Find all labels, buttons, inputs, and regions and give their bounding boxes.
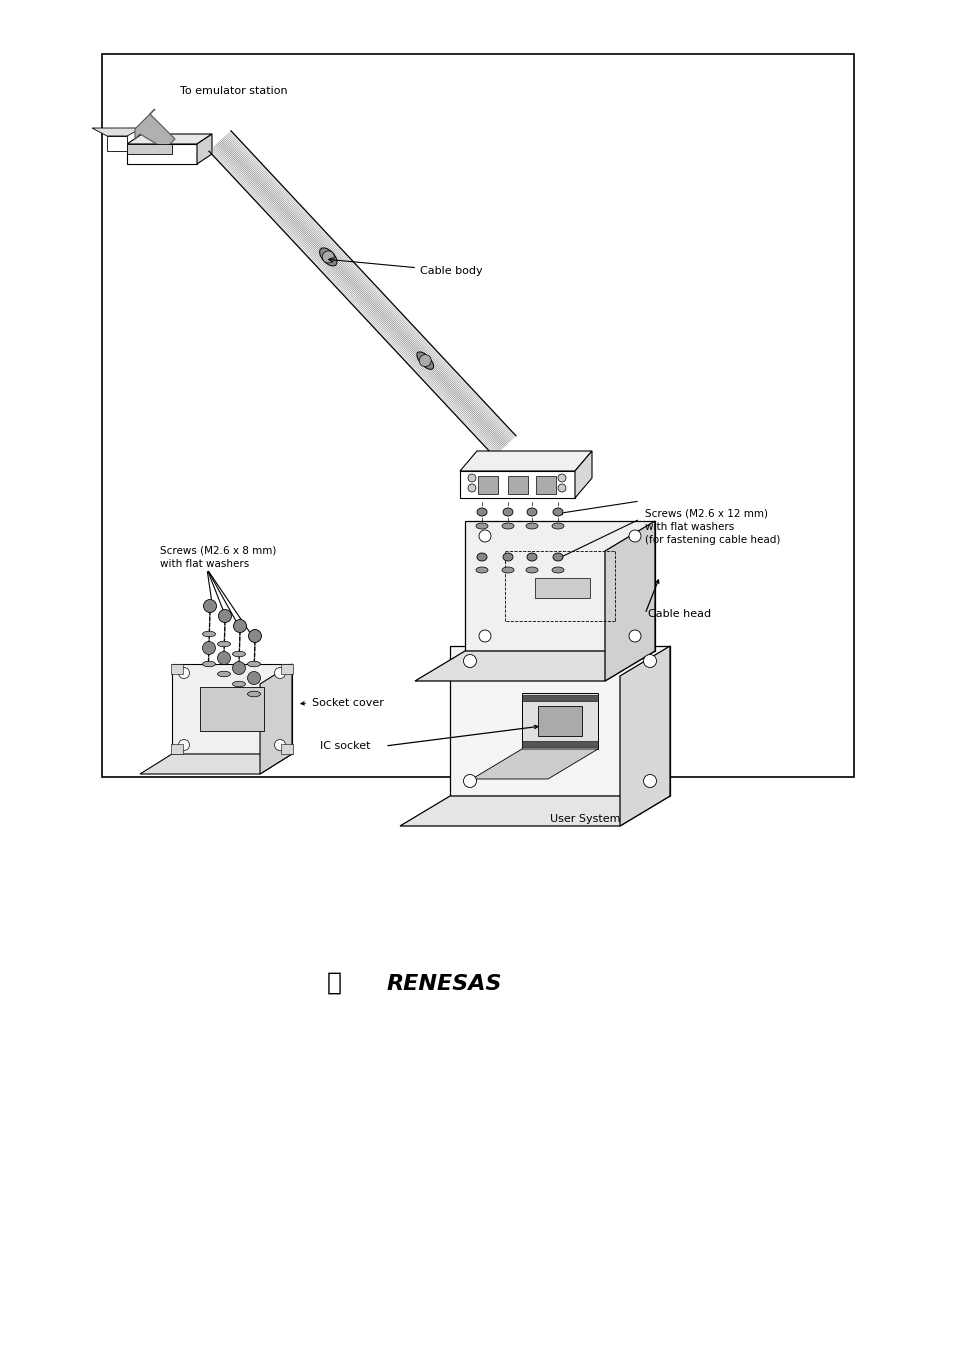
Ellipse shape	[476, 567, 488, 573]
Polygon shape	[107, 136, 127, 151]
Ellipse shape	[501, 523, 514, 530]
Ellipse shape	[502, 553, 513, 561]
Text: ℜ: ℜ	[326, 971, 341, 996]
Ellipse shape	[552, 567, 563, 573]
Ellipse shape	[525, 523, 537, 530]
Polygon shape	[604, 521, 655, 681]
Circle shape	[628, 630, 640, 642]
Ellipse shape	[553, 508, 562, 516]
Ellipse shape	[202, 661, 215, 667]
Polygon shape	[200, 686, 264, 731]
Ellipse shape	[501, 567, 514, 573]
Polygon shape	[127, 134, 212, 145]
Ellipse shape	[233, 651, 245, 657]
Circle shape	[643, 774, 656, 788]
Polygon shape	[521, 694, 598, 701]
Text: User System: User System	[549, 815, 619, 824]
Polygon shape	[472, 748, 598, 780]
Polygon shape	[521, 740, 598, 747]
Circle shape	[217, 651, 231, 665]
Circle shape	[418, 354, 431, 366]
Circle shape	[468, 484, 476, 492]
Polygon shape	[135, 109, 174, 149]
Polygon shape	[464, 521, 655, 651]
Text: Socket cover: Socket cover	[312, 698, 383, 708]
Ellipse shape	[553, 553, 562, 561]
Ellipse shape	[247, 692, 260, 697]
Text: Screws (M2.6 x 12 mm)
with flat washers
(for fastening cable head): Screws (M2.6 x 12 mm) with flat washers …	[644, 509, 780, 546]
Ellipse shape	[502, 508, 513, 516]
Circle shape	[322, 251, 334, 263]
Circle shape	[233, 662, 245, 674]
Polygon shape	[450, 646, 669, 796]
Ellipse shape	[476, 553, 486, 561]
Circle shape	[643, 654, 656, 667]
Polygon shape	[477, 476, 497, 494]
Text: IC socket: IC socket	[319, 740, 370, 751]
Ellipse shape	[217, 642, 231, 647]
Circle shape	[178, 739, 190, 751]
Circle shape	[233, 620, 246, 632]
Ellipse shape	[233, 681, 245, 686]
Text: Cable body: Cable body	[329, 258, 482, 276]
Ellipse shape	[526, 508, 537, 516]
Circle shape	[628, 530, 640, 542]
Circle shape	[248, 630, 261, 643]
Polygon shape	[507, 476, 527, 494]
Ellipse shape	[319, 247, 336, 266]
Circle shape	[478, 630, 491, 642]
Polygon shape	[619, 646, 669, 825]
Ellipse shape	[525, 567, 537, 573]
Polygon shape	[281, 744, 293, 754]
Polygon shape	[415, 651, 655, 681]
Polygon shape	[535, 578, 589, 598]
Polygon shape	[260, 663, 292, 774]
Text: RENESAS: RENESAS	[386, 974, 501, 993]
Ellipse shape	[476, 523, 488, 530]
Ellipse shape	[552, 523, 563, 530]
Circle shape	[202, 642, 215, 654]
Polygon shape	[537, 707, 581, 736]
Polygon shape	[399, 796, 669, 825]
Ellipse shape	[202, 631, 215, 636]
Polygon shape	[459, 471, 575, 499]
Bar	[102, 54, 853, 777]
Circle shape	[247, 671, 260, 685]
Circle shape	[478, 530, 491, 542]
Circle shape	[274, 667, 285, 678]
Polygon shape	[575, 451, 592, 499]
Circle shape	[203, 600, 216, 612]
Polygon shape	[521, 693, 598, 748]
Circle shape	[218, 609, 232, 623]
Polygon shape	[127, 145, 196, 163]
Circle shape	[558, 474, 565, 482]
Text: Screws (M2.6 x 8 mm)
with flat washers: Screws (M2.6 x 8 mm) with flat washers	[160, 546, 276, 569]
Polygon shape	[171, 663, 183, 674]
Text: To emulator station: To emulator station	[180, 86, 287, 96]
Ellipse shape	[247, 661, 260, 667]
Circle shape	[463, 774, 476, 788]
Polygon shape	[196, 134, 212, 163]
Polygon shape	[281, 663, 293, 674]
Ellipse shape	[526, 553, 537, 561]
Polygon shape	[459, 451, 592, 471]
Ellipse shape	[476, 508, 486, 516]
Polygon shape	[172, 663, 292, 754]
Circle shape	[463, 654, 476, 667]
Polygon shape	[140, 754, 292, 774]
Ellipse shape	[416, 351, 433, 369]
Circle shape	[178, 667, 190, 678]
Circle shape	[558, 484, 565, 492]
Polygon shape	[171, 744, 183, 754]
Polygon shape	[91, 128, 142, 136]
Ellipse shape	[217, 671, 231, 677]
Circle shape	[468, 474, 476, 482]
Text: Cable head: Cable head	[647, 609, 710, 619]
Polygon shape	[536, 476, 556, 494]
Polygon shape	[127, 145, 172, 154]
Circle shape	[274, 739, 285, 751]
